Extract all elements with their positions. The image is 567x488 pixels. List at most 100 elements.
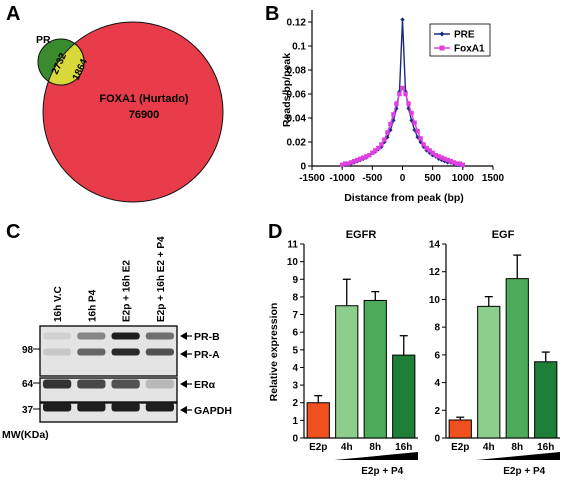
data-point-foxa1 — [394, 101, 399, 106]
data-point-foxa1 — [379, 142, 384, 147]
x-tick-label: 0 — [400, 173, 406, 184]
data-point-foxa1 — [403, 91, 408, 97]
y-tick-label: 9 — [292, 275, 298, 286]
band-gapdh — [145, 402, 174, 412]
blot-membrane — [39, 402, 178, 423]
x-tick-label: 500 — [424, 173, 441, 184]
foxa1-set-label: FOXA1 (Hurtado) — [99, 93, 189, 105]
data-point-foxa1 — [439, 155, 444, 160]
chart-b-xlabel: Distance from peak (bp) — [344, 192, 464, 204]
legend-marker — [439, 31, 445, 37]
x-tick-label: 1500 — [482, 173, 505, 184]
band-label: ERα — [194, 379, 216, 391]
pr-set-label: PR — [36, 34, 51, 46]
band-arrow — [180, 406, 187, 414]
data-point-foxa1 — [415, 129, 420, 134]
panel-letter-c: C — [6, 221, 20, 243]
mw-marker-label: 64 — [22, 379, 34, 390]
x-tick-label: E2p — [451, 442, 469, 453]
band-pr-a — [111, 348, 140, 356]
western-blot: 16h V.C 16h P4 E2p + 16h E2 E2p + 16h E2 + … — [22, 236, 232, 423]
y-tick-label: 6 — [292, 328, 298, 339]
x-tick-label: 4h — [341, 442, 353, 453]
data-point-foxa1 — [433, 153, 438, 158]
panel-a: A PR 2732 1864 FOXA1 (Hurtado) 76900 — [6, 3, 224, 203]
y-tick-label: 0.06 — [287, 90, 307, 101]
bar-8h — [505, 278, 529, 439]
treatment-wedge — [334, 452, 418, 460]
panel-c: C 16h V.C 16h P4 E2p + 16h E2 E2p + 16h E2 … — [2, 221, 232, 441]
data-point-foxa1 — [427, 148, 432, 153]
chart-d-ylabel: Relative expression — [268, 303, 280, 402]
band-label: PR-A — [194, 349, 220, 361]
x-tick-label: 8h — [511, 442, 523, 453]
mw-marker-label: 98 — [22, 345, 34, 356]
data-point-foxa1 — [385, 130, 390, 135]
band-gapdh — [43, 402, 72, 412]
x-tick-label: 1000 — [452, 173, 475, 184]
data-point-foxa1 — [397, 91, 402, 97]
data-point-foxa1 — [346, 161, 351, 166]
data-point-foxa1 — [460, 162, 466, 167]
panel-d: D Relative expression EGFR01234567891011… — [268, 221, 560, 477]
data-point-foxa1 — [382, 137, 387, 142]
data-point-foxa1 — [355, 157, 360, 163]
band-pr-b — [145, 332, 174, 340]
data-point-foxa1 — [454, 161, 459, 166]
band-arrow — [180, 332, 187, 340]
data-point-foxa1 — [364, 154, 369, 159]
band-gapdh — [111, 402, 140, 412]
panel-letter-a: A — [6, 3, 20, 25]
legend-label-pre: PRE — [454, 30, 475, 41]
x-tick-label: -500 — [362, 173, 382, 184]
y-tick-label: 11 — [287, 240, 298, 251]
legend-label-foxa1: FoxA1 — [454, 44, 485, 55]
bar-4h — [335, 305, 359, 439]
data-point-foxa1 — [370, 150, 375, 155]
y-tick-label: 0.04 — [287, 114, 307, 125]
data-point-foxa1 — [376, 145, 381, 151]
y-tick-label: 8 — [292, 292, 298, 303]
y-tick-label: 5 — [292, 345, 298, 356]
y-tick-label: 12 — [429, 267, 441, 278]
x-tick-label: 4h — [483, 442, 495, 453]
data-point-foxa1 — [430, 150, 435, 155]
treatment-wedge — [476, 452, 560, 460]
data-point-foxa1 — [457, 161, 463, 166]
data-point-foxa1 — [409, 111, 414, 116]
data-point-pre — [391, 118, 396, 123]
y-tick-label: 2 — [292, 398, 298, 409]
y-tick-label: 10 — [287, 257, 299, 268]
data-point-foxa1 — [352, 159, 357, 164]
foxa1-circle — [42, 21, 224, 203]
x-tick-label: 16h — [395, 442, 412, 453]
band-pr-b — [77, 332, 106, 340]
bar-e2p — [306, 402, 330, 439]
data-point-foxa1 — [339, 162, 345, 167]
lane-label: E2p + 16h E2 — [122, 260, 133, 322]
band-pr-b — [111, 332, 140, 340]
series-line-foxa1 — [341, 86, 464, 166]
y-tick-label: 8 — [434, 323, 440, 334]
data-point-foxa1 — [388, 121, 393, 127]
chart-title: EGF — [492, 229, 515, 241]
x-tick-label: -1000 — [329, 173, 355, 184]
bar-8h — [363, 299, 387, 439]
y-tick-label: 0 — [292, 434, 298, 445]
data-point-foxa1 — [445, 157, 450, 163]
bar-4h — [477, 305, 501, 439]
chart-b-ylabel: Reads/bp/peak — [281, 53, 293, 127]
chart-d-egfr: EGFR 0 1 2 3 4 5 6 7 8 9 10 11 E2p 4h 8h 16h E2p + P4 — [287, 229, 418, 477]
chart-title: EGFR — [346, 229, 377, 241]
band-er — [43, 379, 72, 389]
lane-label: E2p + 16h E2 + P4 — [156, 236, 167, 322]
treatment-label: E2p + P4 — [503, 466, 545, 477]
y-tick-label: 0 — [434, 434, 440, 445]
y-tick-label: 4 — [434, 378, 440, 389]
data-point-foxa1 — [367, 153, 372, 158]
y-tick-label: 0.12 — [287, 18, 307, 29]
band-er — [111, 379, 140, 389]
data-point-foxa1 — [421, 142, 426, 147]
band-er — [77, 379, 106, 389]
